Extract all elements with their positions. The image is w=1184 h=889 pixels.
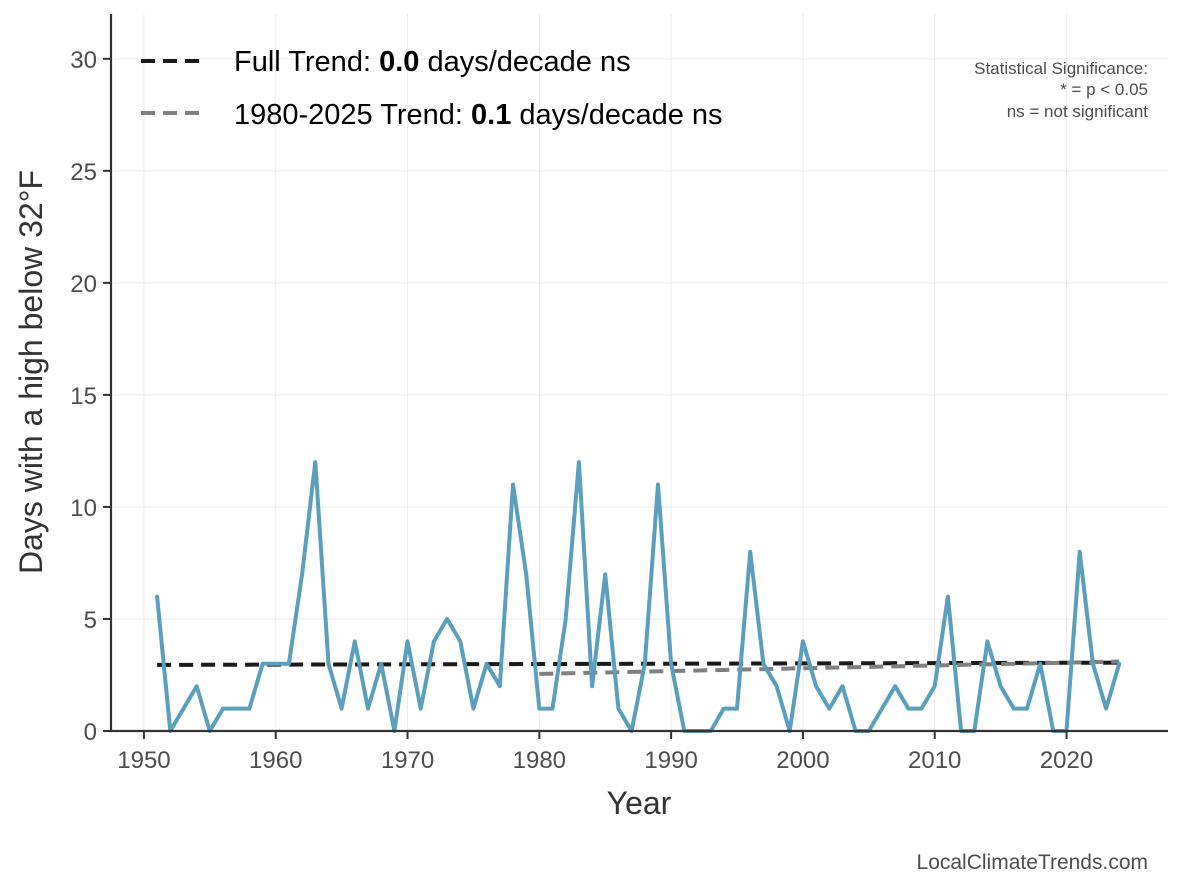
trend-lines <box>157 659 1120 676</box>
trend-line-full <box>157 660 1120 667</box>
y-ticks: 0 5 10 15 20 25 30 <box>70 47 111 746</box>
legend: Full Trend: 0.0 days/decade ns 1980-2025… <box>141 46 723 131</box>
x-tick-label-2010: 2010 <box>908 747 961 774</box>
series <box>155 460 1122 733</box>
x-tick-label-1950: 1950 <box>117 747 170 774</box>
y-tick-label-15: 15 <box>70 383 97 410</box>
legend-label-full-trend: Full Trend: 0.0 days/decade ns <box>234 46 631 78</box>
x-tick-label-1990: 1990 <box>644 747 697 774</box>
x-ticks: 1950 1960 1970 1980 1990 2000 2010 2020 <box>117 731 1093 774</box>
significance-note: Statistical Significance: * = p < 0.05 n… <box>974 59 1148 121</box>
x-tick-label-1960: 1960 <box>249 747 302 774</box>
y-tick-label-0: 0 <box>84 719 97 746</box>
x-tick-label-1980: 1980 <box>513 747 566 774</box>
significance-note-line3: ns = not significant <box>1007 102 1149 121</box>
y-tick-label-20: 20 <box>70 271 97 298</box>
y-tick-label-25: 25 <box>70 159 97 186</box>
y-tick-label-30: 30 <box>70 47 97 74</box>
y-tick-label-5: 5 <box>84 607 97 634</box>
x-tick-label-2020: 2020 <box>1040 747 1093 774</box>
grid <box>111 14 1168 731</box>
significance-note-line2: * = p < 0.05 <box>1060 80 1148 99</box>
y-axis-label: Days with a high below 32°F <box>13 170 49 574</box>
legend-label-recent-trend: 1980-2025 Trend: 0.1 days/decade ns <box>234 99 723 131</box>
series-line-0 <box>155 460 1122 733</box>
x-tick-label-1970: 1970 <box>381 747 434 774</box>
x-tick-label-2000: 2000 <box>776 747 829 774</box>
trend-line-recent <box>539 659 1120 676</box>
significance-note-line1: Statistical Significance: <box>974 59 1148 78</box>
credit-text: LocalClimateTrends.com <box>917 851 1148 874</box>
y-tick-label-10: 10 <box>70 495 97 522</box>
x-axis-label: Year <box>607 785 672 821</box>
